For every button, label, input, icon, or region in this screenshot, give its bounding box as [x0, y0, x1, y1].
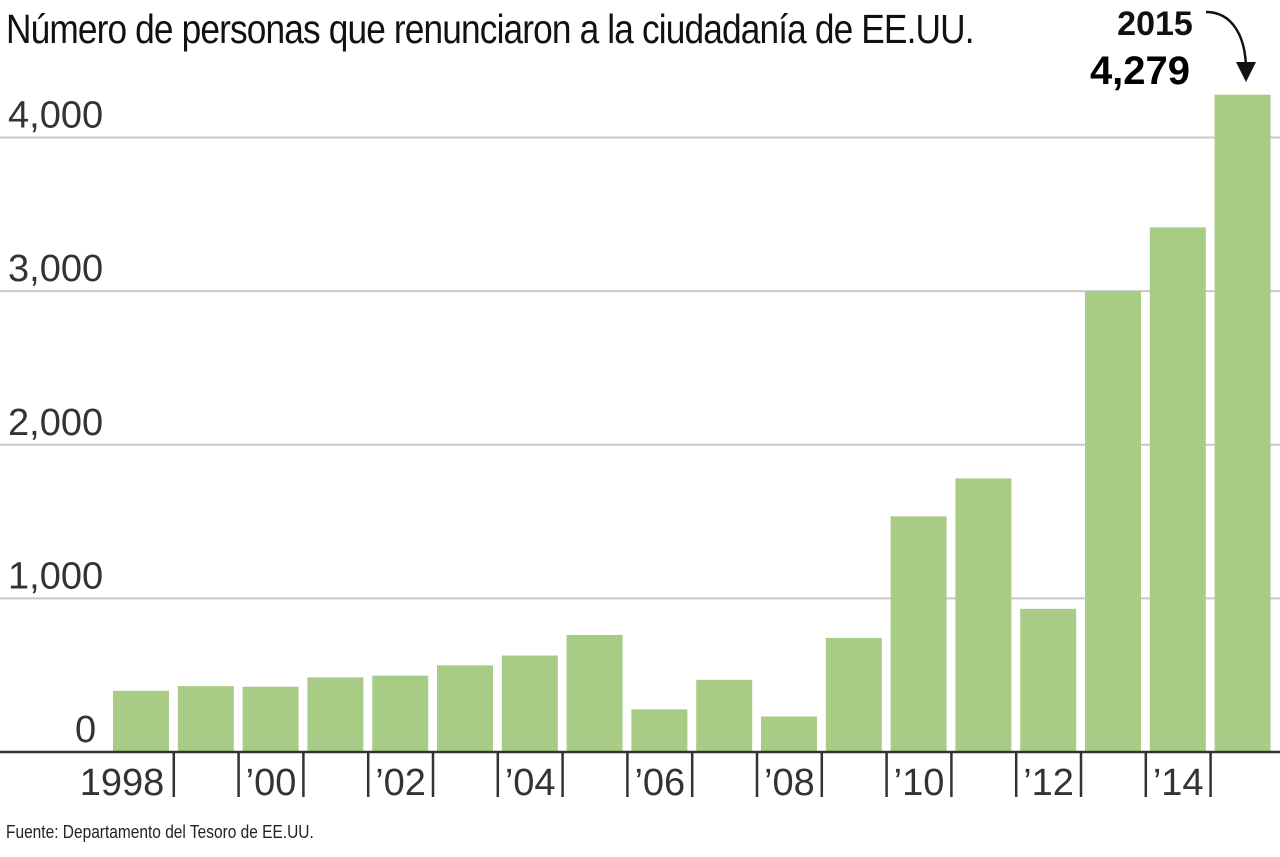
bar-2009	[825, 637, 882, 752]
y-axis-labels: 0 1,000 2,000 3,000 4,000	[8, 95, 103, 752]
bar-2000	[242, 686, 299, 752]
bar-1998	[113, 690, 169, 752]
x-tick-label: ’12	[1023, 762, 1074, 804]
x-tick-label: ’14	[1153, 762, 1204, 804]
x-tick-label: ’10	[894, 762, 945, 804]
bar-2008	[761, 716, 817, 752]
grid-lines	[0, 136, 1280, 600]
annotation-arrowhead	[1236, 62, 1256, 82]
bar-2006	[631, 709, 688, 752]
bar-2011	[955, 478, 1012, 752]
annotation-year: 2015	[1117, 5, 1193, 43]
y-tick-label: 4,000	[8, 95, 103, 137]
bar-2004	[501, 655, 558, 752]
bar-2002	[372, 675, 429, 752]
bar-2001	[307, 677, 364, 752]
x-tick-label: ’06	[634, 762, 685, 804]
bar-2015	[1214, 94, 1271, 753]
bar-2013	[1085, 291, 1141, 752]
x-tick-label: ’02	[375, 762, 426, 804]
bar-2014	[1149, 227, 1206, 753]
y-tick-label: 2,000	[8, 402, 103, 444]
x-tick-label: ’04	[505, 762, 556, 804]
source-note: Fuente: Departamento del Tesoro de EE.UU…	[6, 822, 314, 842]
annotation: 2015 4,279	[1090, 5, 1256, 93]
bar-1999	[177, 686, 234, 752]
bar-2003	[437, 665, 493, 752]
bar-2007	[696, 679, 753, 752]
x-tick-label: 1998	[80, 762, 165, 804]
x-tick-label: ’08	[764, 762, 815, 804]
y-tick-label: 1,000	[8, 555, 103, 597]
x-tick-label: ’00	[246, 762, 297, 804]
x-axis: 1998 ’00 ’02 ’04 ’06 ’08 ’10 ’12 ’14	[0, 750, 1280, 804]
bar-2012	[1020, 608, 1077, 752]
annotation-arrow	[1205, 10, 1248, 71]
annotation-value: 4,279	[1090, 49, 1190, 93]
chart-title: Número de personas que renunciaron a la …	[6, 6, 975, 52]
bars	[113, 94, 1271, 753]
y-tick-label: 3,000	[8, 248, 103, 290]
y-tick-label: 0	[75, 709, 96, 751]
bar-2010	[890, 516, 947, 752]
bar-2005	[566, 634, 623, 752]
